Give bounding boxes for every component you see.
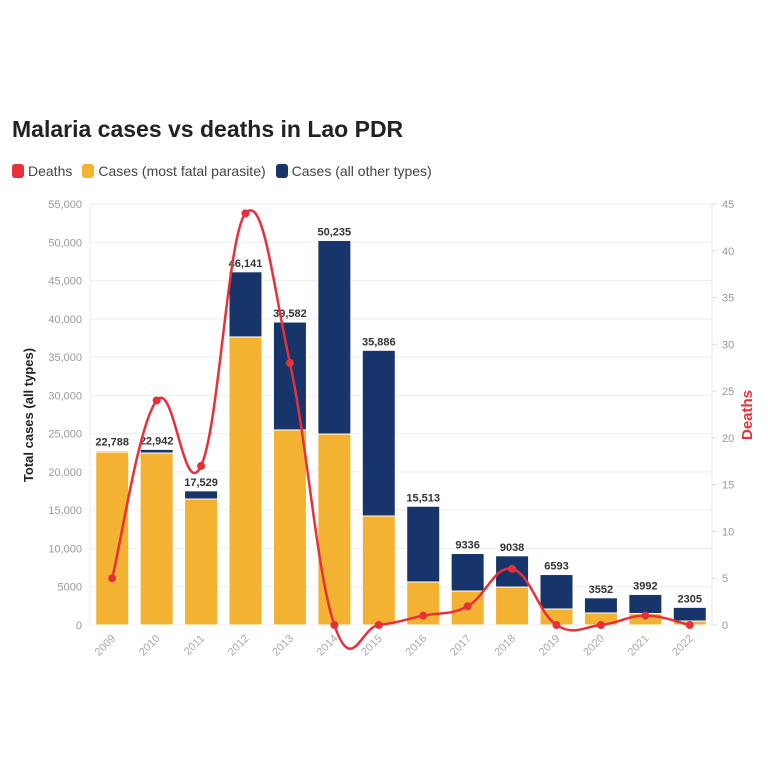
bar-other-types: [406, 505, 441, 583]
bar-other-types: [228, 271, 263, 338]
y-tick-label: 55,000: [48, 199, 82, 211]
deaths-point: [285, 359, 294, 368]
y2-tick-label: 5: [722, 573, 728, 585]
legend-item-fatal[interactable]: Cases (most fatal parasite): [82, 163, 266, 179]
y2-tick-label: 30: [722, 339, 734, 351]
y-tick-label: 20,000: [48, 467, 82, 479]
legend-label: Deaths: [28, 163, 73, 179]
y2-tick-label: 25: [722, 386, 734, 398]
total-label: 17,529: [184, 477, 218, 489]
bar-other-types: [672, 606, 707, 622]
x-tick-label: 2019: [537, 633, 563, 659]
x-tick-label: 2009: [93, 633, 119, 659]
total-label: 15,513: [406, 492, 440, 504]
deaths-point: [152, 396, 161, 405]
y-tick-label: 0: [76, 620, 82, 632]
total-label: 9336: [455, 540, 479, 552]
legend-item-other[interactable]: Cases (all other types): [275, 163, 432, 179]
bar-other-types: [272, 321, 307, 431]
bar-fatal-parasite: [272, 429, 307, 626]
deaths-point: [330, 621, 339, 629]
x-tick-label: 2018: [492, 633, 518, 659]
y2-axis-label: Deaths: [739, 390, 756, 440]
y-tick-label: 35,000: [48, 352, 82, 364]
bar-fatal-parasite: [95, 451, 130, 626]
x-tick-label: 2017: [448, 633, 474, 659]
total-label: 39,582: [273, 308, 307, 320]
y2-tick-label: 0: [722, 620, 728, 632]
x-tick-label: 2011: [182, 633, 207, 658]
bar-fatal-parasite: [184, 498, 219, 626]
legend-swatch: [275, 164, 288, 178]
total-label: 46,141: [229, 258, 263, 270]
deaths-point: [463, 602, 472, 611]
total-label: 3992: [633, 580, 657, 592]
bar-other-types: [184, 490, 219, 500]
bar-fatal-parasite: [139, 452, 174, 626]
total-label: 22,942: [140, 435, 174, 447]
y2-tick-label: 45: [722, 199, 734, 211]
x-tick-label: 2016: [404, 633, 430, 659]
y-tick-label: 15,000: [48, 505, 82, 517]
total-label: 9038: [500, 542, 524, 554]
y-tick-label: 40,000: [48, 314, 82, 326]
bar-other-types: [628, 593, 663, 615]
x-tick-label: 2013: [270, 633, 296, 659]
legend-label: Cases (most fatal parasite): [98, 163, 266, 179]
bar-other-types: [95, 450, 130, 453]
y-tick-label: 50,000: [48, 237, 82, 249]
legend-swatch: [12, 164, 24, 178]
x-tick-label: 2012: [226, 633, 252, 659]
y-tick-label: 5000: [58, 582, 82, 594]
legend-item-deaths[interactable]: Deaths: [12, 163, 72, 179]
y2-tick-label: 20: [722, 433, 734, 445]
bar-other-types: [317, 239, 352, 435]
x-tick-label: 2014: [315, 633, 341, 659]
x-tick-label: 2021: [626, 633, 652, 659]
y-tick-label: 10,000: [48, 543, 82, 555]
deaths-point: [685, 621, 694, 629]
deaths-point: [374, 621, 383, 629]
deaths-point: [508, 564, 517, 573]
bar-other-types: [450, 553, 485, 592]
bar-other-types: [583, 597, 618, 614]
y2-tick-label: 35: [722, 293, 734, 305]
total-label: 3552: [589, 584, 613, 596]
deaths-point: [419, 611, 428, 620]
deaths-point: [552, 621, 561, 629]
deaths-point: [108, 574, 117, 583]
legend-swatch: [82, 164, 95, 178]
deaths-point: [197, 461, 206, 470]
y2-tick-label: 15: [722, 480, 734, 492]
deaths-point: [596, 621, 605, 629]
y-tick-label: 25,000: [48, 429, 82, 441]
x-tick-label: 2010: [137, 633, 163, 659]
y-tick-label: 30,000: [48, 390, 82, 402]
bar-other-types: [361, 349, 396, 517]
bar-fatal-parasite: [495, 586, 530, 626]
deaths-point: [241, 209, 250, 218]
total-label: 22,788: [95, 437, 129, 449]
total-label: 6593: [544, 561, 568, 573]
x-tick-label: 2022: [670, 633, 696, 659]
y2-tick-label: 40: [722, 246, 734, 258]
bar-other-types: [139, 448, 174, 454]
y-tick-label: 45,000: [48, 276, 82, 288]
bar-fatal-parasite: [228, 336, 263, 626]
x-tick-label: 2020: [581, 633, 607, 659]
deaths-point: [641, 611, 650, 620]
legend-label: Cases (all other types): [291, 163, 432, 179]
bar-fatal-parasite: [361, 515, 396, 626]
total-label: 2305: [678, 593, 702, 605]
legend: Deaths Cases (most fatal parasite) Cases…: [12, 163, 432, 179]
total-label: 50,235: [318, 226, 352, 238]
y-axis-label: Total cases (all types): [21, 348, 36, 482]
bar-other-types: [539, 574, 574, 610]
total-label: 35,886: [362, 336, 396, 348]
bar-fatal-parasite: [317, 433, 352, 626]
chart-title: Malaria cases vs deaths in Lao PDR: [12, 116, 404, 142]
y2-tick-label: 10: [722, 526, 734, 538]
